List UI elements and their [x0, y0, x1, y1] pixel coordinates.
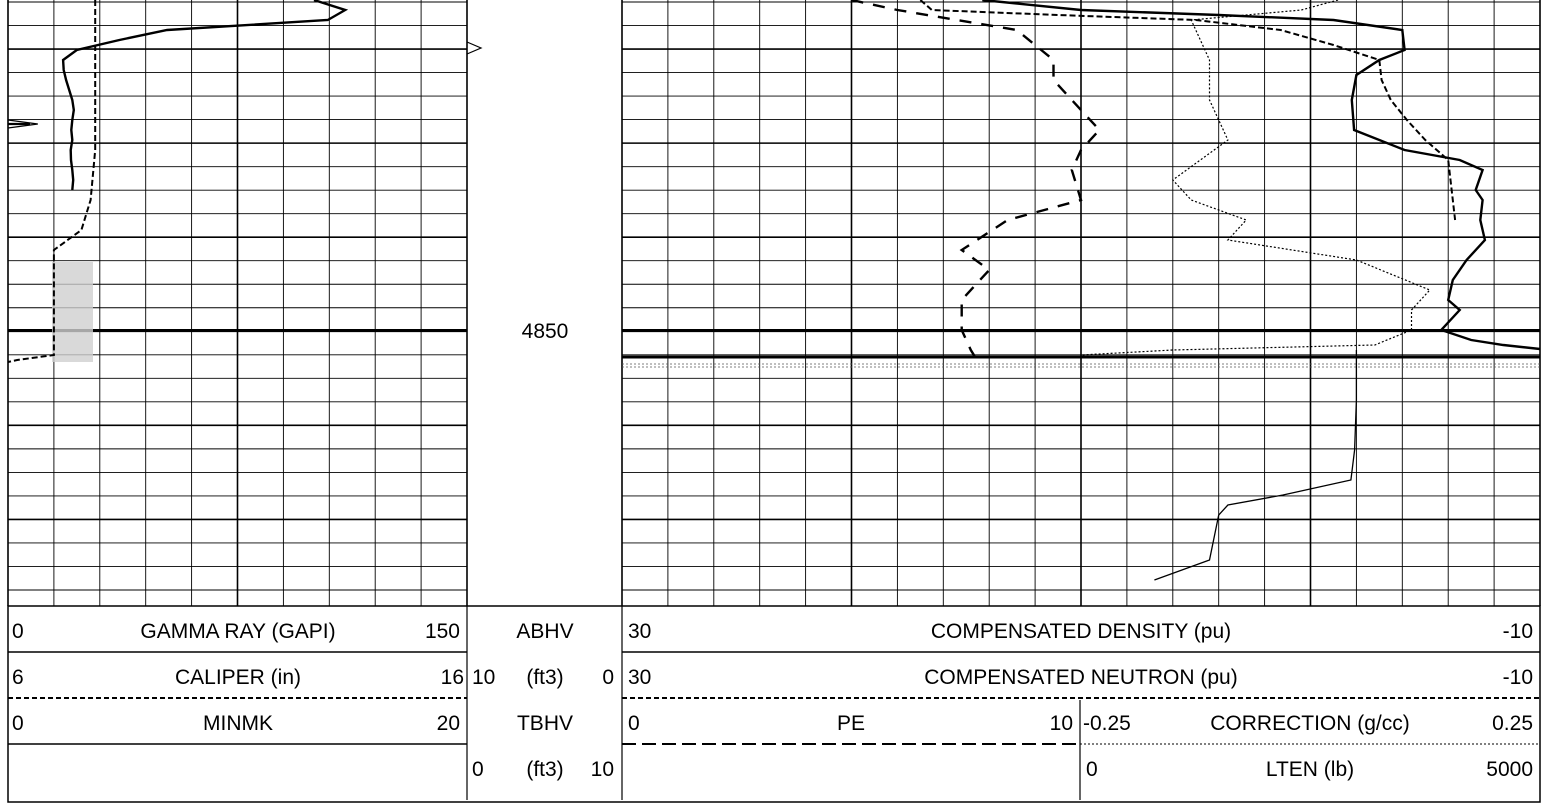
lten-name: LTEN (lb)	[1266, 758, 1354, 781]
neutron-min: 30	[628, 666, 651, 689]
correction-name: CORRECTION (g/cc)	[1210, 712, 1410, 735]
gamma-ray-max: 150	[425, 620, 460, 643]
curve-correction-g-cc	[1080, 0, 1431, 356]
depth-label: 4850	[522, 320, 569, 343]
lten-min: 0	[1086, 758, 1098, 781]
right-track-grid	[621, 0, 1541, 606]
minmk-max: 20	[437, 712, 460, 735]
pe-max: 10	[1050, 712, 1073, 735]
tbhv-scale-left: 0	[472, 758, 484, 781]
tbhv-scale-unit: (ft3)	[526, 758, 563, 781]
gamma-ray-name: GAMMA RAY (GAPI)	[140, 620, 335, 643]
tick-marker	[466, 41, 483, 55]
caliper-min: 6	[12, 666, 24, 689]
abhv-scale-unit: (ft3)	[526, 666, 563, 689]
caliper-shading	[52, 262, 93, 362]
density-name: COMPENSATED DENSITY (pu)	[931, 620, 1231, 643]
curve-compensated-density-pu	[982, 0, 1541, 351]
density-max: -10	[1503, 620, 1533, 643]
log-curves	[7, 0, 1541, 581]
pe-min: 0	[628, 712, 640, 735]
curve-pe	[851, 0, 1102, 366]
minmk-min: 0	[12, 712, 24, 735]
curve-compensated-neutron-pu	[919, 0, 1457, 221]
correction-max: 0.25	[1492, 712, 1533, 735]
lten-max: 5000	[1486, 758, 1533, 781]
curve-minmk	[7, 119, 38, 129]
neutron-max: -10	[1503, 666, 1533, 689]
caliper-max: 16	[441, 666, 464, 689]
tbhv-name: TBHV	[517, 712, 573, 735]
gamma-ray-min: 0	[12, 620, 24, 643]
caliper-name: CALIPER (in)	[175, 666, 301, 689]
header-table	[7, 605, 1541, 803]
curve-lten-lb	[1154, 350, 1358, 581]
abhv-name: ABHV	[516, 620, 573, 643]
minmk-name: MINMK	[203, 712, 273, 735]
abhv-scale-left: 10	[472, 666, 495, 689]
abhv-scale-right: 0	[602, 666, 614, 689]
tbhv-scale-right: 10	[591, 758, 614, 781]
pe-name: PE	[837, 712, 865, 735]
curve-gamma-ray-gapi	[61, 0, 349, 191]
neutron-name: COMPENSATED NEUTRON (pu)	[924, 666, 1237, 689]
density-min: 30	[628, 620, 651, 643]
curve-caliper-in	[7, 0, 97, 363]
correction-min: -0.25	[1083, 712, 1131, 735]
